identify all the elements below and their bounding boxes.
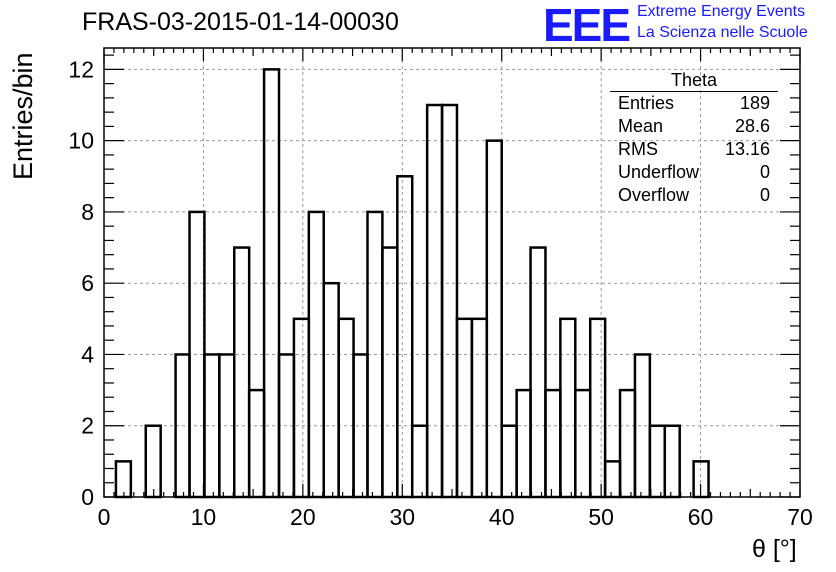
histogram-bin (544, 388, 562, 499)
y-tick-label: 10 (68, 128, 94, 154)
stats-label: Mean (618, 116, 664, 136)
y-tick-label: 6 (81, 270, 94, 296)
x-tick-label: 30 (389, 504, 415, 530)
stats-label: Entries (618, 93, 675, 113)
histogram-bin (500, 424, 518, 499)
y-axis-label: Entries/bin (8, 52, 38, 180)
histogram-bin (470, 317, 489, 499)
x-axis-label: θ [°] (752, 535, 797, 563)
histogram-bin (440, 103, 459, 499)
histogram-bin (529, 246, 547, 499)
histogram-bin (648, 424, 667, 499)
axes: 0 10 20 30 40 50 60 70 0 2 4 6 8 10 12 (68, 47, 813, 530)
histogram-bin (381, 246, 399, 499)
stats-value: 0 (759, 162, 770, 182)
histogram-bin (292, 317, 311, 499)
histogram-bin (337, 317, 355, 499)
y-tick-label: 4 (81, 341, 94, 367)
histogram-bin (114, 460, 133, 499)
histogram-bin (663, 424, 681, 499)
y-tick-label: 2 (81, 413, 94, 439)
stats-box: Theta Entries 189 Mean 28.6 RMS 13.16 Un… (610, 70, 778, 207)
stats-value: 13.16 (724, 139, 770, 159)
stats-row-overflow: Overflow 0 (610, 184, 778, 207)
stats-value: 0 (759, 185, 770, 205)
stats-row-mean: Mean 28.6 (610, 115, 778, 138)
y-tick-label: 12 (68, 56, 94, 82)
histogram-bin (352, 353, 369, 499)
histogram-bin (574, 388, 592, 499)
x-tick-label: 40 (489, 504, 515, 530)
histogram-bin (618, 388, 637, 499)
histogram-bin (410, 424, 429, 499)
stats-row-underflow: Underflow 0 (610, 161, 778, 184)
logo-line-1: Extreme Energy Events (637, 3, 806, 20)
stats-row-entries: Entries 189 (610, 92, 778, 115)
logo-line-2: La Scienza nelle Scuole (637, 24, 808, 41)
stats-value: 28.6 (734, 116, 770, 136)
stats-label: Underflow (618, 162, 700, 182)
histogram-bin (559, 317, 577, 499)
y-tick-label: 8 (81, 199, 94, 225)
histogram-bin (455, 317, 474, 499)
run-title: FRAS-03-2015-01-14-00030 (82, 8, 399, 36)
histogram-bin (485, 139, 503, 499)
x-tick-label: 0 (98, 504, 111, 530)
x-tick-label: 70 (787, 504, 813, 530)
histogram-bin (396, 175, 414, 499)
x-tick-label: 60 (688, 504, 714, 530)
eee-logo: EEE (543, 0, 631, 51)
histogram-bin (633, 353, 652, 499)
histogram-bin (144, 424, 162, 499)
y-tick-label: 0 (81, 484, 94, 510)
stats-label: RMS (618, 139, 658, 159)
histogram-bin (515, 388, 532, 499)
stats-title: Theta (610, 70, 778, 92)
histogram-bin (603, 460, 622, 499)
x-tick-label: 10 (191, 504, 217, 530)
stats-value: 189 (739, 93, 770, 113)
stats-label: Overflow (618, 185, 690, 205)
histogram-bin (588, 317, 607, 499)
histogram-bin (425, 103, 444, 499)
histogram-bin (233, 246, 251, 499)
x-tick-label: 50 (588, 504, 614, 530)
x-tick-label: 20 (290, 504, 316, 530)
histogram-bin (322, 281, 340, 499)
stats-row-rms: RMS 13.16 (610, 138, 778, 161)
histogram-bin (247, 388, 266, 499)
